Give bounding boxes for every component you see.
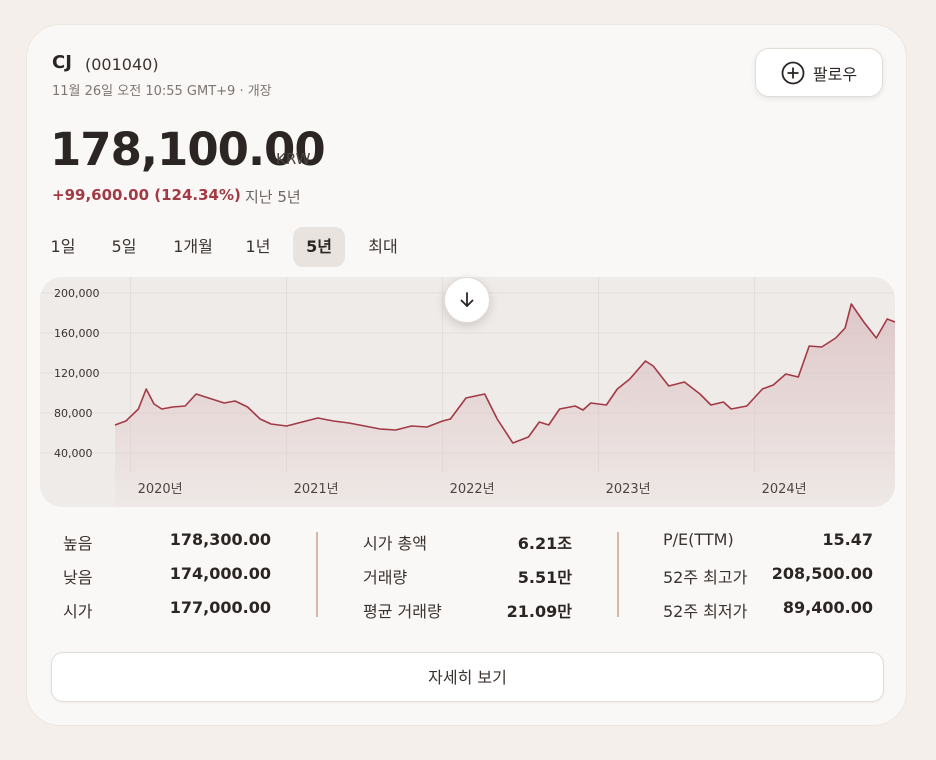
stat-value-volume: 5.51만	[517, 568, 572, 587]
price-chart[interactable]: 200,000160,000120,00080,00040,0002020년20…	[40, 277, 895, 507]
change-period: 지난 5년	[245, 188, 301, 206]
y-tick-label: 80,000	[54, 407, 93, 420]
arrow-down-icon	[460, 292, 474, 307]
stock-code: (001040)	[85, 55, 159, 74]
plus-circle-icon	[781, 61, 805, 84]
tab-1m[interactable]: 1개월	[173, 237, 213, 256]
stat-value-high: 178,300.00	[169, 530, 271, 549]
tab-5d[interactable]: 5일	[111, 237, 137, 256]
y-tick-label: 200,000	[54, 287, 100, 300]
stat-value-open: 177,000.00	[169, 598, 271, 617]
tab-5y[interactable]: 5년	[293, 227, 345, 267]
follow-label: 팔로우	[812, 64, 858, 84]
y-tick-label: 160,000	[54, 327, 100, 340]
y-tick-label: 40,000	[54, 447, 93, 460]
ticker-symbol: CJ	[52, 52, 72, 73]
stat-label-open: 시가	[63, 602, 93, 621]
series-line	[114, 303, 895, 444]
stat-value-52w-low: 89,400.00	[782, 598, 873, 617]
view-details-button[interactable]: 자세히 보기	[51, 652, 884, 702]
currency-label: KRW	[276, 150, 311, 168]
stat-label-avg-volume: 평균 거래량	[363, 602, 442, 621]
stock-card: CJ (001040) 11월 26일 오전 10:55 GMT+9 · 개장 …	[26, 24, 907, 726]
stats-divider	[617, 532, 619, 617]
stat-label-52w-high: 52주 최고가	[663, 568, 748, 587]
y-tick-label: 120,000	[54, 367, 100, 380]
tab-1d[interactable]: 1일	[50, 237, 76, 256]
stat-value-market-cap: 6.21조	[517, 534, 572, 553]
stat-label-market-cap: 시가 총액	[363, 534, 427, 553]
follow-button[interactable]: 팔로우	[755, 48, 883, 97]
stat-label-52w-low: 52주 최저가	[663, 602, 748, 621]
stat-value-pe: 15.47	[822, 530, 873, 549]
scroll-down-button[interactable]	[444, 277, 490, 323]
current-price: 178,100.00	[50, 123, 326, 176]
stat-label-high: 높음	[63, 534, 93, 553]
stats-divider	[316, 532, 318, 617]
price-change: +99,600.00 (124.34%)	[52, 186, 241, 204]
timestamp-status: 11월 26일 오전 10:55 GMT+9 · 개장	[52, 84, 272, 99]
stat-value-avg-volume: 21.09만	[506, 602, 572, 621]
stat-label-pe: P/E(TTM)	[663, 530, 734, 549]
tab-1y[interactable]: 1년	[245, 237, 271, 256]
stat-value-52w-high: 208,500.00	[771, 564, 873, 583]
price-chart-svg: 200,000160,000120,00080,00040,0002020년20…	[40, 277, 895, 507]
stat-label-low: 낮음	[63, 568, 93, 587]
stat-label-volume: 거래량	[363, 568, 408, 587]
stat-value-low: 174,000.00	[169, 564, 271, 583]
series-area	[115, 304, 895, 507]
tab-max[interactable]: 최대	[368, 237, 398, 256]
